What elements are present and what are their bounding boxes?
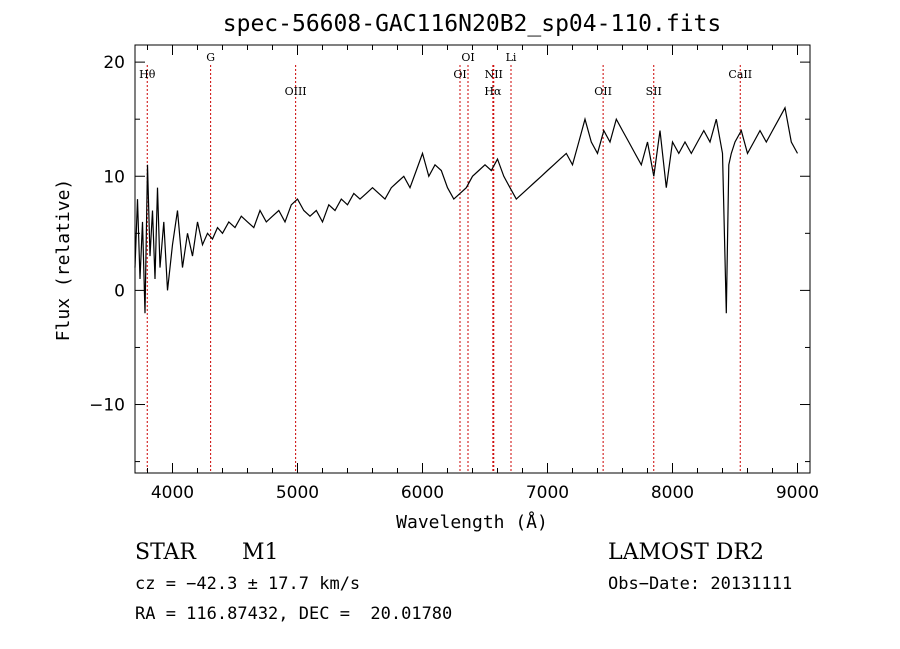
object-class: STAR [135,540,196,565]
x-tick-label: 8000 [651,483,694,503]
object-subclass: M1 [242,540,279,565]
x-axis: 4000 5000 6000 7000 8000 9000 [147,45,819,503]
spectral-line-markers: Hθ G OIII OI OI NII Hα Li OII SII CaII [139,51,752,473]
y-axis: −10 0 10 20 [89,53,810,463]
x-tick-label: 7000 [526,483,569,503]
velocity-text: cz = −42.3 ± 17.7 km/s [135,574,361,594]
x-tick-label: 6000 [401,483,444,503]
spectrum-line [134,106,799,314]
y-tick-label: 0 [114,281,125,301]
marker-label: OI [453,68,466,81]
marker-label: Li [506,51,517,64]
y-tick-label: 10 [103,167,125,187]
x-axis-label: Wavelength (Å) [396,511,548,533]
y-tick-label: 20 [103,53,125,73]
marker-label: NII [485,68,503,81]
spectrum-series [134,106,799,314]
x-tick-label: 5000 [276,483,319,503]
chart-title: spec-56608-GAC116N20B2_sp04-110.fits [223,11,722,37]
y-axis-label: Flux (relative) [53,179,74,342]
x-tick-label: 9000 [776,483,819,503]
y-tick-label: −10 [89,396,125,416]
marker-label: OI [461,51,474,64]
plot-frame [134,44,811,474]
obs-date-text: Obs−Date: 20131111 [608,574,793,594]
marker-label: G [206,51,215,64]
marker-label: OII [594,85,612,98]
marker-label: Hα [484,85,502,98]
x-tick-label: 4000 [151,483,194,503]
coords-text: RA = 116.87432, DEC = 20.01780 [135,604,453,624]
survey-name: LAMOST DR2 [608,540,764,565]
spectrum-chart: spec-56608-GAC116N20B2_sp04-110.fits Hθ G… [53,11,819,533]
marker-label: SII [646,85,662,98]
marker-label: Hθ [139,68,156,81]
marker-label: CaII [728,68,752,81]
marker-label: OIII [285,85,307,98]
